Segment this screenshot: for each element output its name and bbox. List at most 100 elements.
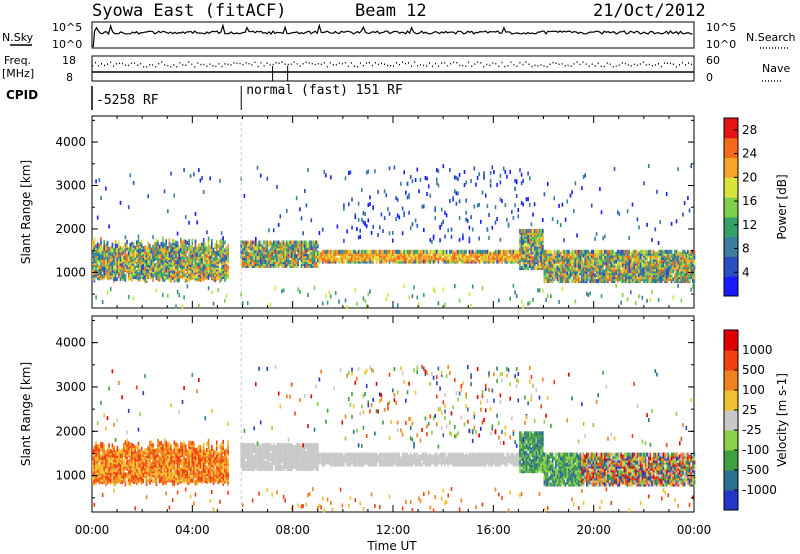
power-cell: [193, 252, 195, 257]
power-cell: [271, 246, 273, 251]
power-cell: [577, 261, 580, 266]
power-cell: [95, 244, 97, 249]
power-cell: [147, 245, 149, 250]
power-cell: [269, 302, 272, 307]
power-cell: [401, 231, 404, 236]
power-cell: [343, 206, 345, 211]
power-cell: [330, 255, 332, 260]
power-cell: [522, 202, 524, 207]
power-cell: [152, 244, 154, 249]
power-cell: [445, 253, 448, 258]
power-cell: [144, 245, 146, 250]
power-cell: [294, 252, 296, 257]
power-cell: [178, 293, 180, 298]
power-cell: [137, 252, 140, 257]
velocity-cell: [116, 445, 119, 450]
power-cell: [470, 179, 472, 183]
power-cell: [256, 242, 259, 247]
power-cell: [643, 259, 645, 264]
power-cell: [432, 249, 435, 254]
power-cell: [661, 253, 663, 258]
power-cell: [224, 248, 226, 253]
power-cell: [207, 252, 210, 257]
power-cell: [380, 212, 383, 217]
power-cell: [657, 249, 660, 254]
power-cell: [134, 259, 136, 264]
power-cell: [483, 175, 485, 180]
velocity-cell: [101, 470, 104, 475]
velocity-cell: [103, 443, 105, 448]
power-cell: [670, 249, 673, 254]
power-cell: [613, 269, 616, 274]
power-cell: [217, 287, 220, 292]
power-cell: [131, 244, 133, 249]
power-cell: [556, 277, 559, 282]
power-cell: [594, 265, 596, 270]
power-cell: [447, 253, 449, 258]
power-cell: [113, 257, 115, 262]
power-cell: [282, 252, 285, 257]
power-cell: [517, 253, 520, 258]
power-cell: [325, 173, 327, 178]
power-cell: [219, 239, 221, 244]
power-cell: [532, 297, 534, 302]
power-cell: [480, 249, 482, 254]
power-cell: [592, 249, 595, 254]
power-cell: [538, 228, 541, 233]
velocity-cell: [101, 456, 104, 461]
power-cell: [621, 293, 624, 297]
power-cell: [351, 253, 353, 258]
power-cell: [321, 253, 324, 258]
power-cell: [633, 253, 635, 258]
power-cell: [599, 271, 601, 276]
power-cell: [519, 168, 521, 173]
power-cell: [571, 249, 573, 254]
power-cell: [277, 252, 280, 257]
power-cell: [385, 297, 388, 302]
velocity-cell: [121, 472, 123, 477]
power-cell: [119, 277, 122, 282]
velocity-cell: [116, 471, 119, 476]
power-cell: [649, 253, 652, 258]
power-cell: [669, 253, 671, 258]
power-cell: [194, 253, 197, 258]
power-cell: [538, 288, 541, 293]
power-cell: [494, 249, 497, 254]
power-cell: [398, 255, 401, 260]
power-cell: [338, 249, 340, 254]
freq-unit-label: [MHz]: [2, 67, 34, 80]
nave-tick-top: 60: [706, 54, 720, 67]
power-cell: [259, 252, 262, 257]
power-cell: [607, 257, 609, 262]
power-cell: [636, 249, 639, 254]
power-cell: [436, 168, 438, 172]
power-cell: [646, 265, 648, 270]
power-cell: [440, 249, 443, 254]
power-cell: [312, 252, 314, 257]
power-cell: [356, 253, 358, 258]
power-cell: [198, 243, 200, 248]
power-cell: [202, 238, 205, 243]
power-cell: [623, 273, 626, 278]
power-cell: [644, 273, 647, 278]
power-cell: [215, 240, 218, 245]
power-cell: [646, 298, 648, 303]
power-cell: [170, 243, 172, 248]
power-cell: [406, 181, 409, 186]
power-cell: [559, 223, 562, 228]
power-cell: [558, 253, 560, 258]
power-cell: [255, 258, 257, 262]
power-cell: [364, 212, 366, 216]
power-cell: [631, 263, 634, 268]
power-cell: [610, 253, 613, 258]
power-cell: [525, 258, 528, 263]
power-cell: [245, 241, 247, 246]
power-cell: [454, 251, 456, 256]
power-cell: [664, 249, 666, 254]
power-cell: [361, 249, 363, 254]
power-cell: [405, 249, 407, 254]
power-cell: [590, 253, 593, 258]
power-cell: [545, 263, 547, 268]
power-cell: [220, 245, 223, 250]
power-cell: [426, 255, 428, 260]
